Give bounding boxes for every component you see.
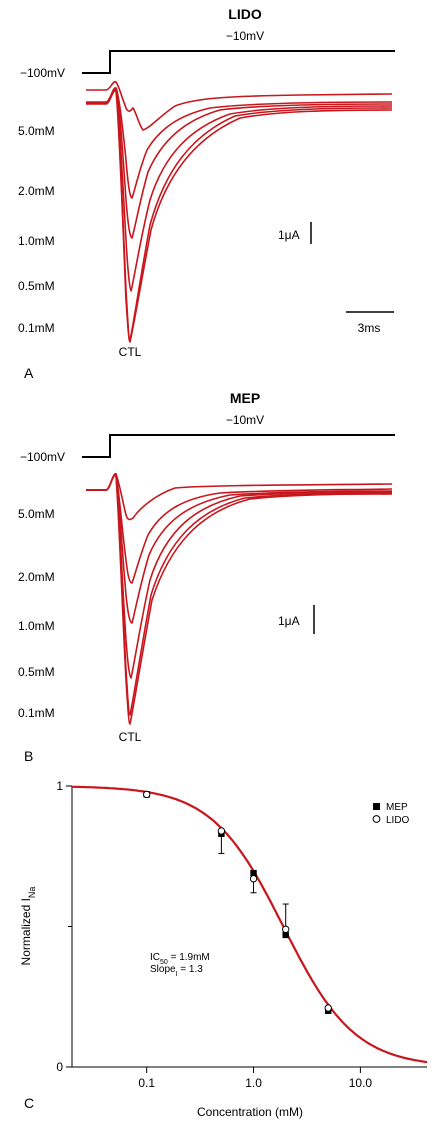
panel-a-trace-2.0mM <box>86 87 393 199</box>
panel-b-conc-0.5: 0.5mM <box>18 665 55 679</box>
panel-b-scale-bars: 1μA <box>278 605 315 634</box>
panel-c-y-ticks: 01 <box>56 779 72 1074</box>
panel-a-voltage-step <box>82 50 395 74</box>
lido-point <box>217 827 226 835</box>
panel-b-trace-0.1mM <box>86 473 393 716</box>
panel-c-letter: C <box>24 1095 34 1111</box>
panel-b-ctl-label: CTL <box>119 730 142 744</box>
panel-b-current-traces <box>86 473 393 725</box>
panel-a-hold-label: −100mV <box>20 66 65 80</box>
panel-b-voltage-step <box>82 434 395 458</box>
panel-a-scale-bars: 1μA 3ms <box>278 222 394 335</box>
lido-point <box>142 790 151 799</box>
mep-point <box>250 869 257 877</box>
panel-c-dose-response-chart: 01 0.1 1.0 10.0 Normalized INa Concentrati… <box>19 779 428 1119</box>
x-tick-label: 1.0 <box>245 1076 262 1090</box>
panel-b-hold-label: −100mV <box>20 450 65 464</box>
panel-a-trace-0.5mM <box>86 88 393 292</box>
panel-a-current-traces <box>86 80 393 343</box>
panel-b-conc-2.0: 2.0mM <box>18 570 55 584</box>
panel-a-trace-5.0mM <box>86 80 393 131</box>
panel-a-trace-0.1mM <box>86 88 393 341</box>
lido-point <box>282 925 290 934</box>
panel-c-data-points <box>142 790 332 1014</box>
y-tick-label: 0 <box>56 1060 63 1074</box>
panel-c-legend: MEP LIDO <box>372 802 410 826</box>
lido-point <box>249 875 258 883</box>
panel-b-letter: B <box>24 748 33 764</box>
panel-a-conc-5.0: 5.0mM <box>18 124 55 138</box>
panel-c-fit-parameters: IC50 = 1.9mM SlopeI = 1.3 <box>150 952 210 978</box>
panel-b-conc-0.1: 0.1mM <box>18 706 55 720</box>
ic50-text: IC50 = 1.9mM <box>150 952 210 966</box>
panel-a: LIDO −10mV −100mV 5.0mM 2.0mM 1.0mM 0.5m… <box>18 6 395 381</box>
panel-a-conc-0.5: 0.5mM <box>18 279 55 293</box>
panel-a-current-scale-label: 1μA <box>278 228 300 242</box>
panel-b-conc-5.0: 5.0mM <box>18 507 55 521</box>
panel-c-x-axis-label: Concentration (mM) <box>197 1105 303 1119</box>
panel-a-time-scale-label: 3ms <box>358 321 381 335</box>
panel-b-trace-0.5mM <box>86 473 393 679</box>
panel-b-trace-2.0mM <box>86 473 393 584</box>
legend-mep-marker <box>373 803 380 810</box>
panel-b-step-label: −10mV <box>226 413 264 427</box>
panel-a-trace-1.0mM <box>86 88 393 239</box>
x-tick-label: 0.1 <box>138 1076 155 1090</box>
panel-b-title: MEP <box>230 390 260 406</box>
panel-c-fit-curve <box>72 785 428 1064</box>
panel-b: MEP −10mV −100mV 5.0mM 2.0mM 1.0mM 0.5mM… <box>18 390 395 764</box>
y-tick-label: 1 <box>56 779 63 793</box>
panel-a-trace-ctl <box>86 89 393 343</box>
lido-point <box>324 1004 332 1012</box>
x-tick-label: 10.0 <box>349 1076 373 1090</box>
panel-b-current-scale-label: 1μA <box>278 614 300 628</box>
mep-point <box>282 931 289 939</box>
panel-a-step-label: −10mV <box>226 29 264 43</box>
panel-c-y-axis-label: Normalized INa <box>19 887 37 966</box>
legend-lido-marker <box>372 815 381 823</box>
panel-b-trace-ctl <box>86 474 393 725</box>
legend-mep-label: MEP <box>386 802 408 813</box>
panel-c-x-ticks: 0.1 1.0 10.0 <box>138 1067 372 1090</box>
legend-lido-label: LIDO <box>386 815 410 826</box>
panel-b-conc-1.0: 1.0mM <box>18 619 55 633</box>
panel-a-conc-2.0: 2.0mM <box>18 184 55 198</box>
panel-a-conc-1.0: 1.0mM <box>18 234 55 248</box>
panel-a-letter: A <box>24 365 34 381</box>
panel-a-title: LIDO <box>228 6 262 22</box>
panel-a-conc-0.1: 0.1mM <box>18 321 55 335</box>
slope-text: SlopeI = 1.3 <box>150 964 203 978</box>
panel-a-ctl-label: CTL <box>119 345 142 359</box>
